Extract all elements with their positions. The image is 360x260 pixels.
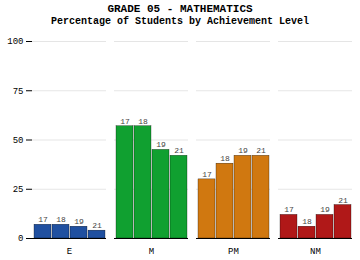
- svg-text:E: E: [67, 247, 72, 257]
- svg-text:17: 17: [284, 205, 294, 214]
- svg-text:PM: PM: [228, 247, 239, 257]
- svg-text:18: 18: [56, 215, 66, 224]
- svg-text:100: 100: [7, 37, 23, 47]
- svg-text:NM: NM: [310, 247, 321, 257]
- svg-text:18: 18: [138, 117, 148, 126]
- svg-text:0: 0: [18, 234, 23, 244]
- svg-text:25: 25: [13, 185, 24, 195]
- svg-text:50: 50: [13, 136, 24, 146]
- svg-text:M: M: [149, 247, 154, 257]
- svg-text:18: 18: [220, 154, 230, 163]
- svg-text:19: 19: [238, 146, 248, 155]
- svg-text:19: 19: [320, 205, 330, 214]
- svg-text:17: 17: [202, 170, 212, 179]
- svg-text:21: 21: [256, 146, 266, 155]
- svg-text:17: 17: [38, 215, 48, 224]
- html-text:GRADE 05 - MATHEMATICS: GRADE 05 - MATHEMATICS: [107, 3, 253, 15]
- svg-text:21: 21: [338, 196, 348, 205]
- html-text:Percentage of Students by Achi: Percentage of Students by Achievement Le…: [51, 16, 309, 27]
- svg-text:75: 75: [13, 87, 24, 97]
- svg-text:18: 18: [302, 217, 312, 226]
- svg-text:19: 19: [156, 140, 166, 149]
- svg-text:21: 21: [92, 221, 102, 230]
- svg-text:19: 19: [74, 217, 84, 226]
- svg-text:21: 21: [174, 146, 184, 155]
- svg-text:17: 17: [120, 117, 130, 126]
